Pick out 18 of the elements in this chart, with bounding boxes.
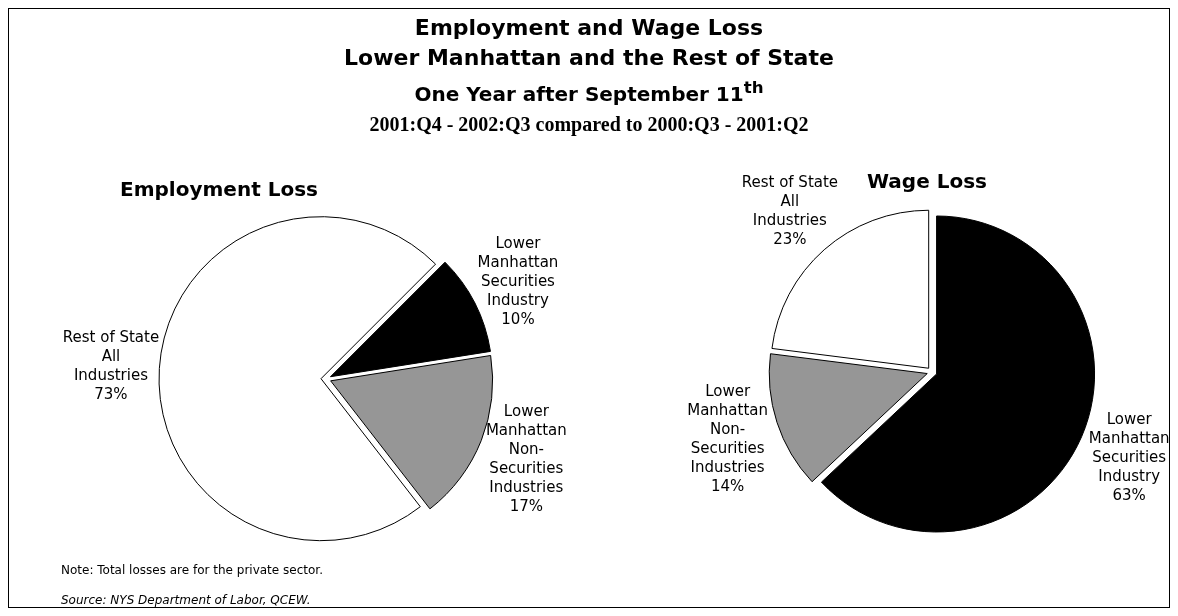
slice-label: Rest of State All Industries — [62, 327, 160, 384]
data-label: 73% — [94, 384, 128, 403]
slice-label: Lower Manhattan Securities Industry — [1088, 410, 1170, 486]
text: Lower Manhattan and the Rest of State One Year after September 11$^{th}$ 2001:Q4 - 2002:Q3 compared to 2000:Q3 - 2001:Q2 — [343, 44, 835, 138]
slice-label: Lower Manhattan Securities Industry — [477, 234, 559, 310]
slice-label: Rest of State All Industries — [741, 173, 839, 230]
text: Note: Total losses are for the private sector. — [61, 562, 323, 579]
data-label: 23% — [773, 230, 807, 249]
data-label: 10% — [501, 310, 535, 329]
text: Employment and Wage Loss — [413, 14, 765, 42]
chart-title: Employment Loss — [119, 177, 319, 201]
slice-label: Lower Manhattan Non- Securities Industries — [485, 401, 567, 496]
slice-label: Lower Manhattan Non- Securities Industries — [687, 381, 769, 476]
data-label: 14% — [710, 476, 745, 495]
data-label: 63% — [1112, 486, 1146, 505]
data-label: 17% — [509, 496, 543, 515]
chart-title: Wage Loss — [867, 169, 987, 193]
source-note: Source: NYS Department of Labor, QCEW. — [61, 592, 312, 609]
